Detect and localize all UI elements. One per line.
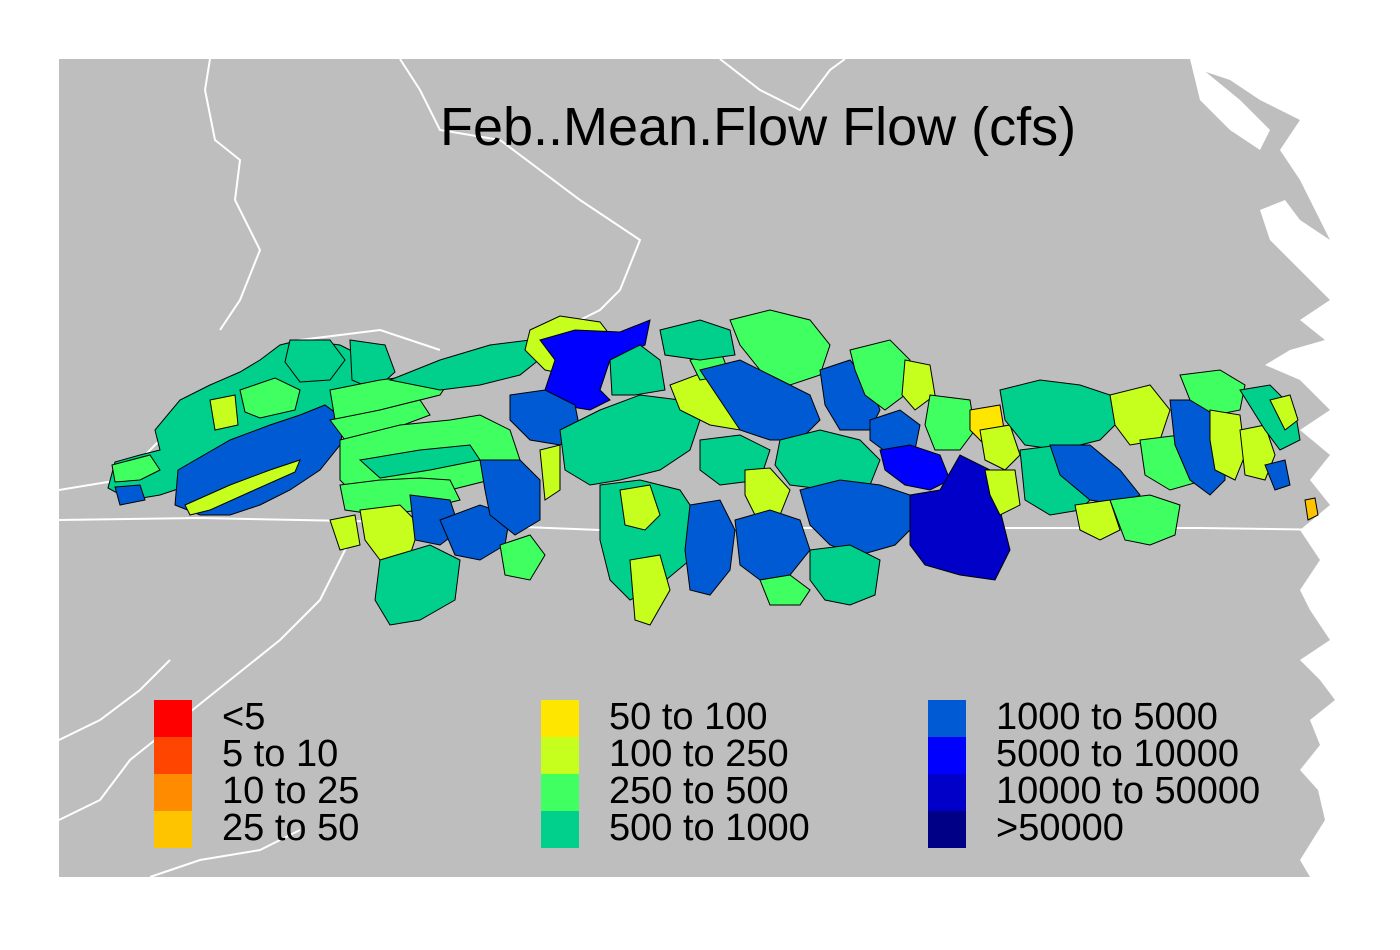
legend-swatch [928, 774, 966, 811]
legend-label: <5 [222, 696, 266, 738]
legend-swatch [928, 700, 966, 737]
legend-swatch [154, 737, 192, 774]
map-title: Feb..Mean.Flow Flow (cfs) [440, 97, 1076, 157]
legend-swatch [928, 737, 966, 774]
legend-label: 1000 to 5000 [996, 696, 1218, 738]
coastline-water [1190, 59, 1337, 877]
legend-swatch [541, 774, 579, 811]
legend-swatch [541, 811, 579, 848]
legend-label: >50000 [996, 807, 1124, 849]
legend-swatch [154, 811, 192, 848]
legend-label: 25 to 50 [222, 807, 360, 849]
legend-label: 5 to 10 [222, 733, 339, 775]
legend-label: 500 to 1000 [609, 807, 810, 849]
legend-label: 10 to 25 [222, 770, 360, 812]
watershed-polygons [107, 309, 1319, 626]
legend-swatch [928, 811, 966, 848]
legend-label: 10000 to 50000 [996, 770, 1261, 812]
legend-label: 50 to 100 [609, 696, 768, 738]
legend-swatch [541, 700, 579, 737]
legend-label: 250 to 500 [609, 770, 789, 812]
legend-swatch [541, 737, 579, 774]
legend-label: 100 to 250 [609, 733, 789, 775]
legend-swatch [154, 774, 192, 811]
legend-swatch [154, 700, 192, 737]
legend-label: 5000 to 10000 [996, 733, 1240, 775]
